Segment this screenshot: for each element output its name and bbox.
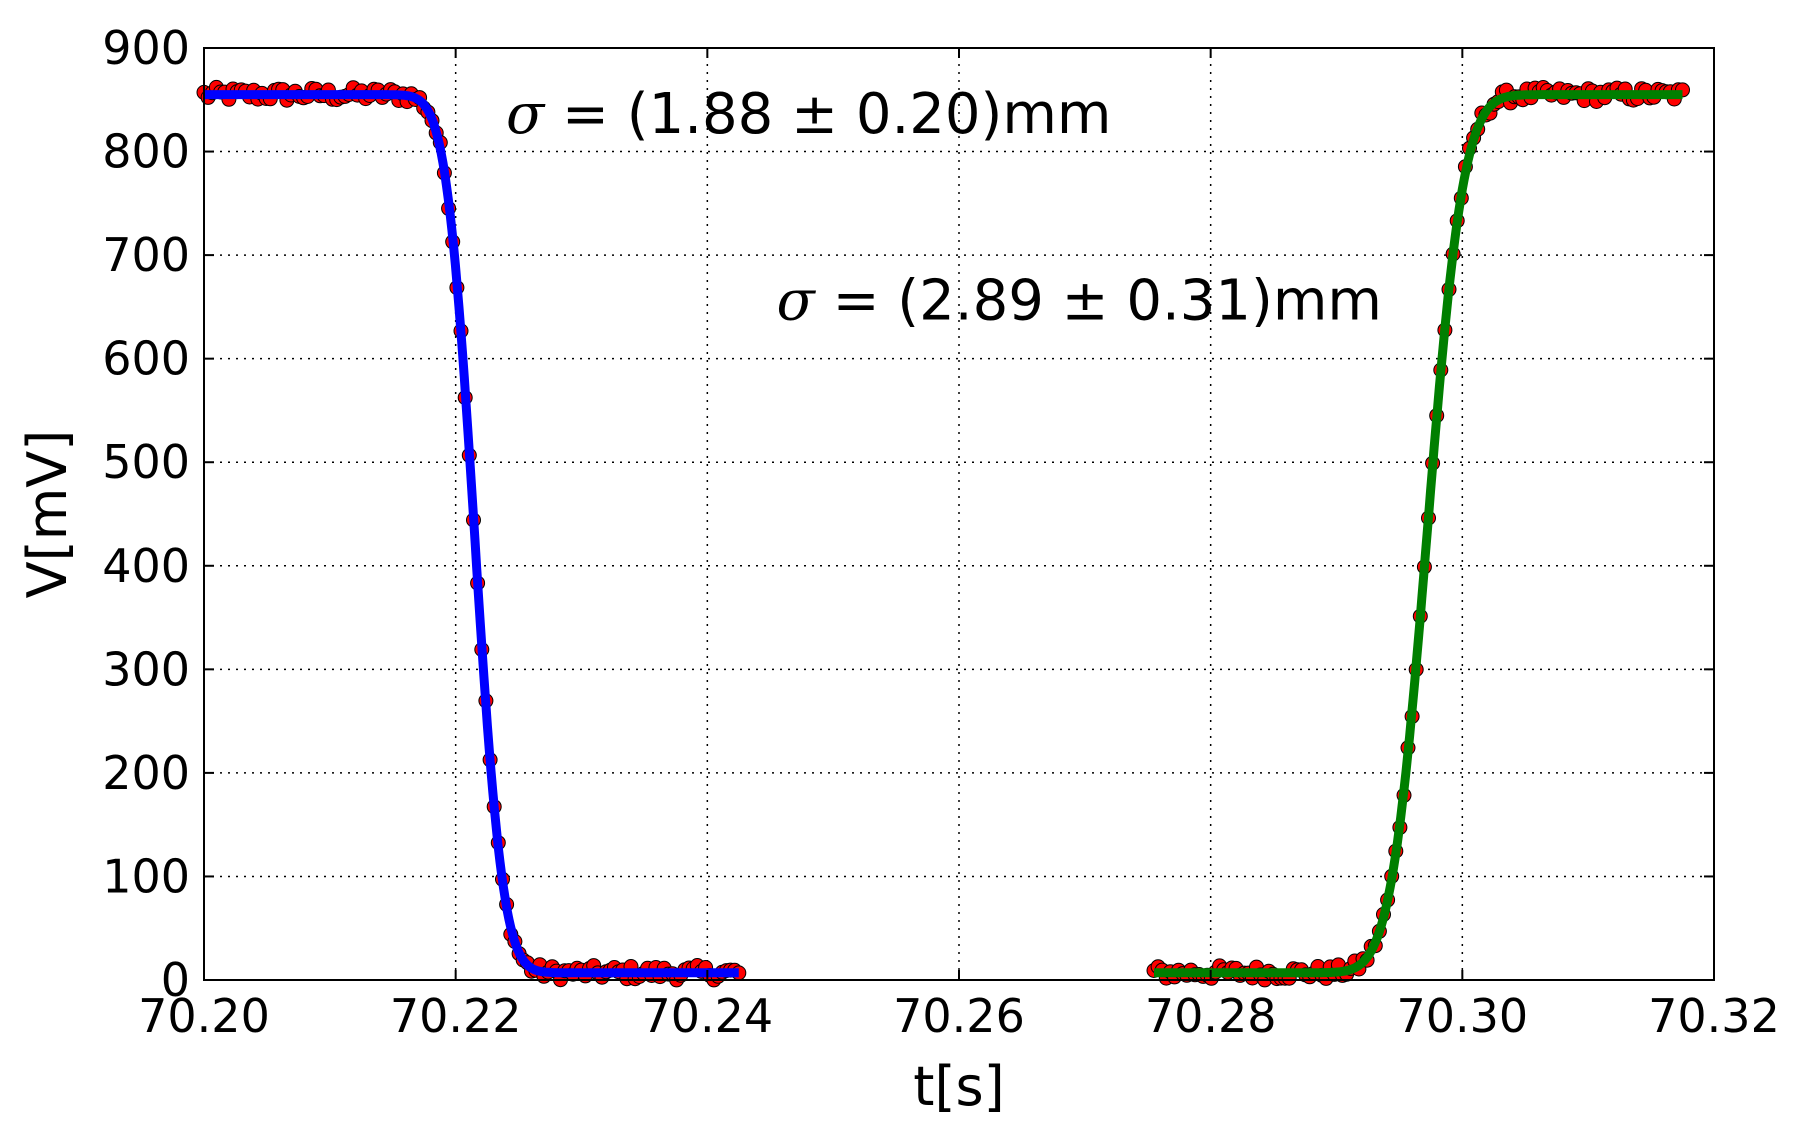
x-axis-label: t[s] — [913, 1055, 1004, 1118]
y-tick-label: 300 — [102, 642, 190, 696]
annotations: σ = (1.88 ± 0.20)mm σ = (2.89 ± 0.31)mm — [506, 82, 1382, 333]
grid — [204, 48, 1714, 980]
y-tick-label: 0 — [161, 953, 190, 1007]
y-tick-label: 500 — [102, 435, 190, 489]
blue-fit-line — [201, 90, 742, 978]
y-tick-label: 100 — [102, 849, 190, 903]
x-tick-label: 70.28 — [1145, 989, 1277, 1043]
y-tick-label: 600 — [102, 332, 190, 386]
green-fit-line — [1151, 90, 1686, 978]
ticks — [203, 47, 1715, 981]
tick-labels: 70.20 70.22 70.24 70.26 70.28 70.30 70.32 0 100 2… — [102, 21, 1780, 1043]
sigma-annotation: σ = (1.88 ± 0.20)mm — [506, 82, 1111, 147]
x-tick-label: 70.30 — [1396, 989, 1528, 1043]
x-tick-label: 70.22 — [390, 989, 522, 1043]
y-tick-label: 700 — [102, 228, 190, 282]
x-tick-label: 70.26 — [893, 989, 1025, 1043]
x-tick-label: 70.20 — [138, 989, 270, 1043]
x-tick-label: 70.32 — [1648, 989, 1780, 1043]
sigma-annotation: σ = (2.89 ± 0.31)mm — [777, 268, 1382, 333]
series-layer — [196, 79, 1690, 988]
y-axis-label: V[mV] — [16, 430, 79, 599]
x-tick-label: 70.24 — [641, 989, 773, 1043]
y-tick-label: 800 — [102, 125, 190, 179]
y-tick-label: 900 — [102, 21, 190, 75]
y-tick-label: 400 — [102, 539, 190, 593]
y-tick-label: 200 — [102, 746, 190, 800]
